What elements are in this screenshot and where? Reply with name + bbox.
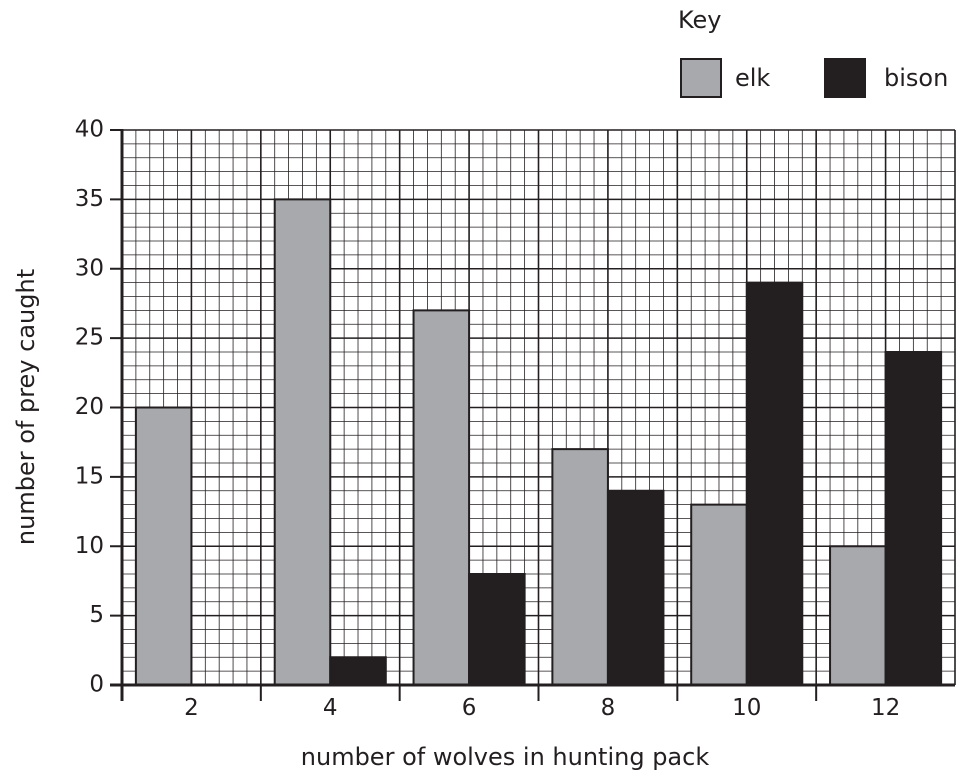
bar-elk-4 bbox=[273, 198, 332, 686]
bar-elk-2 bbox=[134, 406, 193, 686]
bar-bison-8 bbox=[606, 489, 665, 686]
y-tick-labels: 0 5 10 15 20 25 30 35 40 bbox=[75, 117, 104, 698]
y-tick-label: 10 bbox=[75, 533, 104, 559]
bar-elk-8 bbox=[551, 448, 609, 686]
x-tick-labels: 2 4 6 8 10 12 bbox=[184, 695, 900, 721]
y-tick-label: 20 bbox=[75, 394, 104, 420]
y-tick-label: 40 bbox=[75, 117, 104, 143]
bar-bison-4 bbox=[329, 656, 387, 686]
y-tick-label: 15 bbox=[75, 463, 104, 489]
bar-elk-12 bbox=[829, 545, 887, 686]
legend-label-bison: bison bbox=[884, 64, 948, 92]
x-tick-label: 2 bbox=[184, 695, 199, 721]
chart-axes bbox=[110, 129, 955, 701]
x-tick-label: 10 bbox=[732, 695, 761, 721]
bar-bison-6 bbox=[468, 573, 526, 686]
legend-label-elk: elk bbox=[735, 64, 770, 92]
x-tick-label: 12 bbox=[871, 695, 900, 721]
x-tick-label: 8 bbox=[601, 695, 616, 721]
y-tick-label: 25 bbox=[75, 325, 104, 351]
legend-swatch-bison bbox=[824, 58, 866, 98]
y-axis-title: number of prey caught bbox=[12, 269, 40, 545]
bar-elk-10 bbox=[690, 503, 748, 686]
y-tick-label: 35 bbox=[75, 186, 104, 212]
legend: Key elk bison bbox=[678, 6, 948, 98]
legend-swatch-elk bbox=[680, 58, 722, 98]
x-tick-label: 6 bbox=[462, 695, 477, 721]
x-tick-label: 4 bbox=[323, 695, 338, 721]
y-tick-label: 0 bbox=[89, 672, 104, 698]
bar-bison-12 bbox=[884, 351, 943, 686]
legend-title: Key bbox=[678, 6, 722, 34]
y-tick-label: 5 bbox=[89, 602, 104, 628]
y-tick-label: 30 bbox=[75, 255, 104, 281]
bar-elk-6 bbox=[412, 309, 471, 686]
x-axis-title: number of wolves in hunting pack bbox=[301, 743, 710, 771]
bar-bison-10 bbox=[745, 281, 804, 686]
